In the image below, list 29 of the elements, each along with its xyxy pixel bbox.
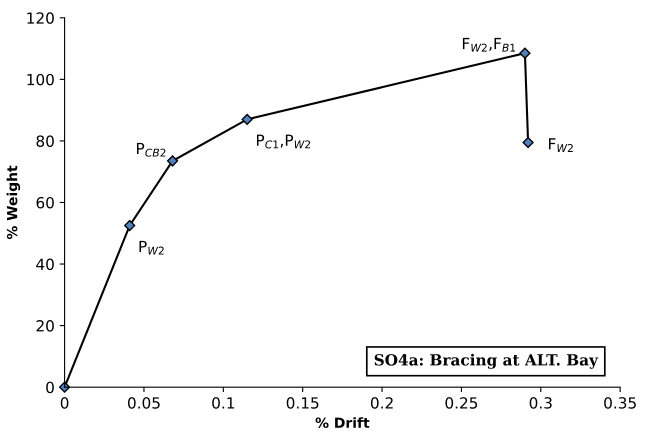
x-tick-label: 0.3 bbox=[530, 397, 552, 409]
point bbox=[58, 382, 70, 393]
y-axis-title: % Weight bbox=[6, 166, 20, 240]
x-tick-label: 0.35 bbox=[604, 397, 636, 409]
annotation: P$_{CB2}$ bbox=[137, 142, 166, 157]
y-tick-label: 40 bbox=[36, 258, 54, 270]
y-tick-label: 20 bbox=[36, 320, 54, 332]
point bbox=[519, 48, 531, 59]
y-tick-label: 0 bbox=[46, 382, 54, 394]
x-tick-label: 0 bbox=[60, 397, 68, 409]
annotation: F$_{W2}$ bbox=[549, 138, 573, 152]
x-tick-label: 0.15 bbox=[286, 397, 318, 409]
point bbox=[522, 136, 534, 148]
y-tick-label: 120 bbox=[27, 12, 54, 24]
y-tick-label: 100 bbox=[27, 74, 54, 86]
annotation: SO4a: Bracing at ALT. Bay bbox=[374, 354, 598, 369]
x-axis-title: % Drift bbox=[316, 417, 370, 428]
annotation: P$_{W2}$ bbox=[140, 240, 164, 254]
point bbox=[166, 155, 178, 167]
x-tick-label: 0.25 bbox=[445, 397, 478, 409]
point bbox=[124, 220, 136, 232]
point bbox=[242, 114, 253, 125]
annotation: P$_{C1}$,P$_{W2}$ bbox=[256, 134, 310, 148]
annotation: F$_{W2}$,F$_{B1}$ bbox=[462, 38, 516, 52]
y-tick-label: 80 bbox=[36, 135, 54, 147]
x-tick-label: 0.05 bbox=[128, 397, 160, 409]
y-tick-label: 60 bbox=[36, 196, 54, 208]
x-tick-label: 0.2 bbox=[370, 397, 393, 409]
x-tick-label: 0.1 bbox=[212, 397, 234, 409]
